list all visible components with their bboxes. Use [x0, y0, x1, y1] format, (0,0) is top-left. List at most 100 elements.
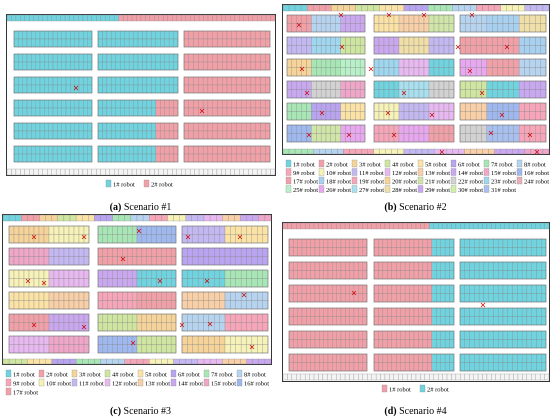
storage-cell	[404, 307, 410, 317]
storage-cell	[431, 270, 437, 280]
storage-cell	[112, 300, 118, 310]
storage-cell	[443, 58, 450, 68]
storage-cell	[8, 300, 15, 310]
storage-cell	[120, 145, 125, 155]
storage-cell	[136, 278, 143, 288]
storage-cell	[488, 270, 494, 280]
storage-cell	[128, 76, 134, 86]
storage-cell	[8, 234, 15, 244]
storage-cell	[136, 344, 143, 354]
storage-cell	[288, 238, 294, 248]
storage-cell	[102, 291, 108, 301]
storage-cell	[48, 53, 54, 63]
storage-cell	[33, 344, 40, 354]
strip-cell	[142, 358, 150, 365]
storage-cell	[137, 30, 143, 40]
storage-cell	[26, 153, 32, 163]
strip-cell	[15, 358, 22, 365]
storage-cell	[161, 344, 167, 354]
storage-cell	[78, 153, 84, 163]
storage-cell	[340, 316, 346, 326]
storage-cell	[33, 291, 40, 301]
strip-cell	[486, 373, 492, 381]
strip-cell	[340, 373, 346, 381]
strip-cell	[438, 373, 443, 381]
strip-cell	[191, 214, 199, 222]
storage-cell	[128, 84, 134, 94]
storage-cell	[48, 322, 55, 332]
storage-cell	[245, 84, 252, 94]
storage-cell	[350, 23, 356, 33]
storage-cell	[498, 293, 504, 303]
storage-cell	[124, 30, 130, 40]
strip-cell	[239, 14, 244, 22]
storage-cell	[440, 353, 446, 363]
storage-shelf	[459, 102, 547, 121]
storage-cell	[26, 30, 32, 40]
strip-cell	[106, 358, 113, 365]
storage-cell	[193, 145, 199, 155]
storage-cell	[22, 130, 28, 140]
storage-cell	[362, 362, 368, 372]
storage-cell	[142, 145, 148, 155]
storage-cell	[470, 89, 477, 99]
storage-cell	[217, 107, 223, 117]
storage-cell	[512, 362, 518, 372]
storage-cell	[359, 133, 366, 143]
storage-cell	[73, 335, 80, 345]
storage-cell	[226, 61, 232, 71]
legend-label: 3# robot	[359, 162, 381, 169]
storage-cell	[531, 307, 537, 317]
caption-scenario-1: (a) Scenario #1	[3, 202, 278, 214]
storage-cell	[107, 247, 113, 257]
storage-cell	[136, 269, 143, 279]
storage-cell	[383, 58, 390, 68]
storage-cell	[448, 80, 455, 90]
storage-cell	[350, 45, 356, 55]
storage-cell	[102, 38, 108, 48]
storage-cell	[306, 14, 312, 24]
storage-cell	[166, 335, 172, 345]
strip-cell	[415, 148, 423, 155]
storage-cell	[332, 307, 337, 317]
storage-cell	[217, 76, 223, 86]
storage-cell	[306, 247, 311, 257]
shelf-outline	[8, 269, 90, 288]
storage-cell	[188, 107, 194, 117]
storage-cell	[526, 353, 532, 363]
storage-cell	[310, 284, 316, 294]
storage-cell	[219, 344, 226, 354]
storage-cell	[332, 284, 337, 294]
strip-cell	[309, 222, 315, 230]
storage-cell	[68, 234, 75, 244]
storage-cell	[230, 234, 236, 244]
storage-cell	[207, 84, 213, 94]
storage-cell	[301, 111, 307, 121]
storage-cell	[68, 291, 75, 301]
storage-cell	[518, 67, 525, 77]
strip-cell	[294, 4, 302, 12]
storage-cell	[433, 67, 440, 77]
storage-cell	[327, 284, 333, 294]
shelf-outline	[97, 335, 177, 354]
storage-cell	[68, 300, 75, 310]
storage-cell	[255, 107, 261, 117]
storage-cell	[83, 300, 90, 310]
storage-cell	[448, 111, 455, 121]
robot-start-marker: ×	[386, 11, 393, 20]
storage-cell	[208, 256, 215, 266]
storage-shelf	[373, 238, 455, 257]
storage-shelf	[97, 335, 177, 354]
storage-cell	[418, 293, 424, 303]
strip-cell	[173, 358, 180, 365]
shelf-outline	[373, 307, 455, 326]
storage-cell	[142, 53, 148, 63]
storage-cell	[531, 362, 537, 372]
strip-cell	[349, 222, 355, 230]
legend: 1# robot 2# robot 3# robot 4# robot 5# robot…	[5, 369, 269, 397]
storage-cell	[142, 76, 148, 86]
storage-cell	[449, 362, 455, 372]
storage-cell	[524, 80, 531, 90]
strip-cell	[197, 214, 205, 222]
storage-cell	[327, 247, 333, 257]
